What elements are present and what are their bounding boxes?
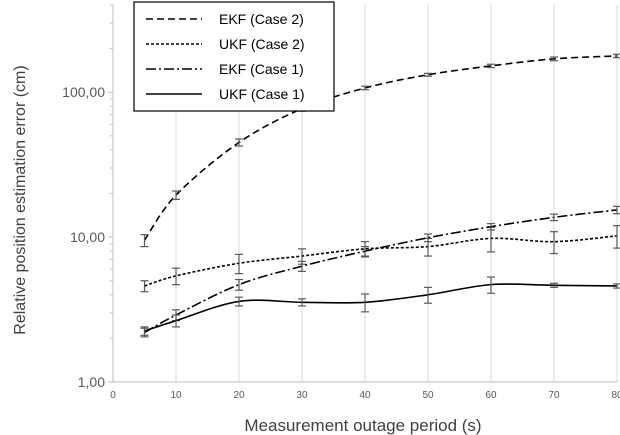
x-axis-title: Measurement outage period (s) xyxy=(244,416,481,435)
error-bar xyxy=(298,298,306,307)
series-0 xyxy=(140,53,620,248)
series-3 xyxy=(140,276,620,336)
error-bar xyxy=(298,260,306,272)
error-bar xyxy=(487,222,495,231)
legend-label: UKF (Case 1) xyxy=(219,86,305,102)
error-bar xyxy=(424,233,432,243)
x-tick-label: 60 xyxy=(485,390,497,401)
legend-label: EKF (Case 1) xyxy=(219,61,304,77)
error-bar xyxy=(235,296,243,307)
x-tick-label: 80 xyxy=(611,390,620,401)
legend-label: EKF (Case 2) xyxy=(219,11,304,27)
series-line xyxy=(144,283,618,332)
tick-labels: 0 10 20 30 40 50 60 70 80 1,00 10,00 100,00 xyxy=(62,84,620,401)
error-bar xyxy=(361,246,369,257)
series-lines xyxy=(140,53,620,338)
error-bar xyxy=(235,253,243,275)
error-bar xyxy=(235,278,243,291)
series-line xyxy=(144,235,618,287)
series-line xyxy=(143,55,618,241)
y-axis-title: Relative position estimation error (cm) xyxy=(12,65,29,334)
axes xyxy=(108,4,617,383)
x-tick-label: 20 xyxy=(233,390,245,401)
y-tick-label: 1,00 xyxy=(78,374,105,390)
series-1 xyxy=(140,225,620,293)
x-tick-label: 50 xyxy=(422,390,434,401)
error-bar xyxy=(550,231,558,255)
error-bar xyxy=(172,190,180,201)
x-tick-label: 40 xyxy=(359,390,371,401)
error-bar xyxy=(487,276,495,294)
error-bar xyxy=(361,293,369,313)
error-bar xyxy=(140,326,149,336)
error-bar xyxy=(487,226,495,253)
legend-box xyxy=(133,1,335,112)
error-bar xyxy=(613,225,620,249)
legend: EKF (Case 2) UKF (Case 2) EKF (Case 1) UKF … xyxy=(133,1,335,112)
error-bar xyxy=(550,213,558,222)
x-tick-label: 0 xyxy=(110,390,116,401)
legend-label: UKF (Case 2) xyxy=(219,36,305,52)
error-bar xyxy=(424,286,432,304)
error-bar xyxy=(235,138,243,147)
error-bar xyxy=(487,63,495,69)
error-bar xyxy=(172,314,180,328)
error-bar xyxy=(172,267,180,286)
error-bar xyxy=(361,85,369,91)
y-tick-label: 100,00 xyxy=(62,84,105,100)
series-2 xyxy=(140,205,620,338)
error-bar xyxy=(424,72,432,77)
error-bar xyxy=(140,280,149,293)
series-line xyxy=(144,209,618,334)
x-tick-label: 30 xyxy=(296,390,308,401)
error-bar xyxy=(550,56,558,62)
error-bar xyxy=(613,53,620,59)
x-tick-label: 70 xyxy=(548,390,560,401)
x-tick-label: 10 xyxy=(170,390,182,401)
error-bar xyxy=(550,282,558,288)
y-tick-label: 10,00 xyxy=(70,229,105,245)
error-bar xyxy=(140,234,149,248)
